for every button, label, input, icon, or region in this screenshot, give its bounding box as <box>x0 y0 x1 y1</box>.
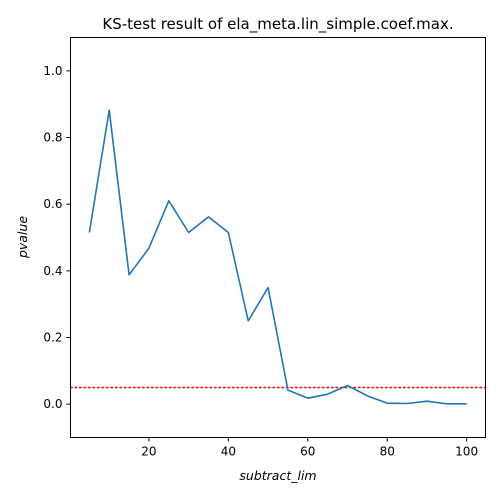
y-tick-label: 0.6 <box>43 197 62 211</box>
series-line-0 <box>88 109 467 405</box>
axes-frame <box>70 37 486 438</box>
x-tick-label: 40 <box>221 445 236 459</box>
x-tick-label: 100 <box>455 445 478 459</box>
y-axis-label: pvalue <box>15 216 30 259</box>
y-tick-label: 0.4 <box>43 264 62 278</box>
x-axis-label: subtract_lim <box>239 468 316 483</box>
x-tick-label: 20 <box>141 445 156 459</box>
plot-area <box>69 109 487 405</box>
y-tick-label: 1.0 <box>43 64 62 78</box>
x-tick-label: 80 <box>380 445 395 459</box>
x-tick-label: 60 <box>300 445 315 459</box>
y-tick-label: 0.0 <box>43 397 62 411</box>
y-tick-label: 0.2 <box>43 331 62 345</box>
chart-title: KS-test result of ela_meta.lin_simple.co… <box>102 15 453 34</box>
axis-ticks: 20 40 60 80 100 0.0 0.2 0.4 0.6 0.8 1.0 <box>43 64 478 459</box>
y-tick-label: 0.8 <box>43 131 62 145</box>
